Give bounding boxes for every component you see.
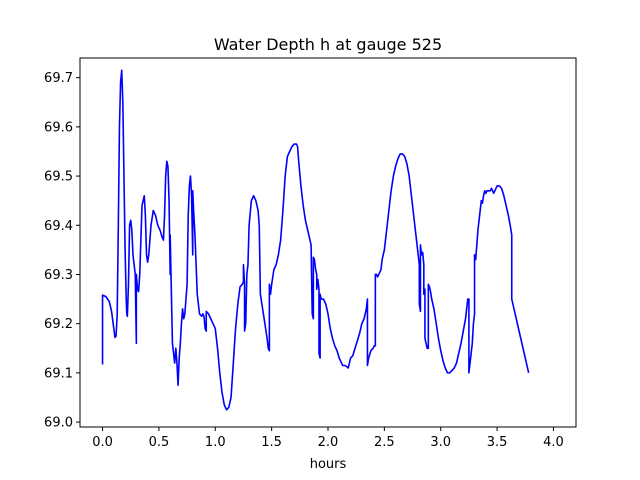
plot-area (79, 57, 577, 428)
x-axis-label: hours (310, 457, 347, 472)
x-tick-label: 1.5 (261, 435, 282, 450)
y-tick-label: 69.5 (44, 170, 73, 185)
x-tick-label: 3.0 (430, 435, 451, 450)
y-axis: 69.0 69.1 69.2 69.3 69.4 69.5 69.6 69.7 (44, 71, 80, 431)
x-axis: 0.0 0.5 1.0 1.5 2.0 2.5 3.0 3.5 4.0 (92, 427, 564, 450)
y-tick-label: 69.4 (44, 219, 73, 234)
y-tick-label: 69.1 (44, 366, 73, 381)
series-line-1 (101, 69, 530, 411)
y-tick-label: 69.6 (44, 120, 73, 135)
x-tick-label: 2.5 (374, 435, 395, 450)
x-tick-label: 2.0 (318, 435, 339, 450)
x-tick-label: 0.5 (149, 435, 170, 450)
y-tick-label: 69.7 (44, 71, 73, 86)
x-tick-label: 4.0 (543, 435, 564, 450)
x-tick-label: 3.5 (487, 435, 508, 450)
y-tick-label: 69.3 (44, 268, 73, 283)
chart-title: Water Depth h at gauge 525 (214, 35, 442, 54)
x-tick-label: 1.0 (205, 435, 226, 450)
x-tick-label: 0.0 (92, 435, 113, 450)
y-tick-label: 69.0 (44, 416, 73, 431)
y-tick-label: 69.2 (44, 317, 73, 332)
plot-background (80, 58, 576, 427)
